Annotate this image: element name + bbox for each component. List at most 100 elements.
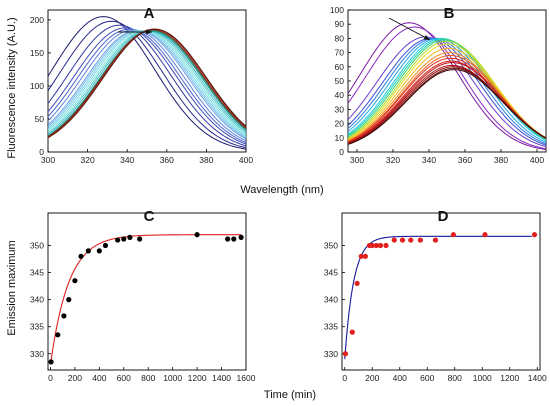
panel-b-y-tick-label: 10 bbox=[335, 133, 345, 143]
data-point bbox=[137, 236, 143, 242]
data-point bbox=[238, 234, 244, 240]
panel-b-y-tick-label: 80 bbox=[335, 33, 345, 43]
x-axis-label-wavelength: Wavelength (nm) bbox=[240, 184, 323, 196]
data-point bbox=[85, 248, 91, 254]
data-point bbox=[349, 329, 355, 335]
panel-a-y-tick-label: 200 bbox=[30, 15, 44, 25]
data-point bbox=[225, 236, 231, 242]
data-point bbox=[96, 248, 102, 254]
panel-c-x-tick-label: 1200 bbox=[188, 373, 207, 383]
panel-b-y-tick-label: 60 bbox=[335, 62, 345, 72]
panel-c-y-tick-label: 330 bbox=[30, 349, 44, 359]
data-point bbox=[482, 232, 488, 238]
panel-c-x-tick-label: 1000 bbox=[163, 373, 182, 383]
data-point bbox=[102, 242, 109, 249]
spectrum-line bbox=[348, 37, 546, 146]
panel-d-y-tick-label: 330 bbox=[324, 349, 338, 359]
spectrum-line bbox=[48, 20, 246, 149]
data-point bbox=[373, 242, 379, 249]
panel-b-x-tick-label: 320 bbox=[386, 155, 400, 165]
panel-b-y-tick-label: 90 bbox=[335, 19, 345, 29]
panel-c-x-tick-label: 400 bbox=[92, 373, 106, 383]
red-shift-arrow-b-head bbox=[423, 34, 430, 40]
panel-a-x-tick-label: 340 bbox=[120, 155, 134, 165]
panel-b-x-tick-label: 340 bbox=[422, 155, 436, 165]
data-point bbox=[399, 237, 406, 243]
data-point bbox=[408, 237, 414, 243]
data-point bbox=[354, 280, 360, 286]
spectrum-line bbox=[348, 26, 546, 150]
y-axis-label-emission-max: Emission maximum bbox=[6, 240, 18, 335]
data-point bbox=[450, 232, 456, 238]
panel-b-x-tick-label: 360 bbox=[458, 155, 472, 165]
panel-b-x-tick-label: 380 bbox=[494, 155, 508, 165]
panel-a-x-tick-label: 400 bbox=[239, 155, 253, 165]
panel-c-frame bbox=[47, 212, 247, 371]
spectrum-line bbox=[48, 24, 246, 147]
panel-c-x-tick-label: 0 bbox=[48, 373, 53, 383]
x-axis-label-time: Time (min) bbox=[264, 389, 316, 401]
panel-d-x-tick-label: 1400 bbox=[528, 373, 547, 383]
panel-letter-d: D bbox=[438, 208, 449, 225]
panel-d-x-tick-label: 800 bbox=[448, 373, 462, 383]
panel-c-x-tick-label: 800 bbox=[141, 373, 155, 383]
data-point bbox=[432, 237, 439, 243]
panel-d-frame bbox=[341, 212, 541, 371]
data-point bbox=[121, 236, 127, 242]
data-point bbox=[61, 313, 67, 319]
panel-b-y-tick-label: 70 bbox=[335, 48, 345, 58]
spectrum-line bbox=[348, 36, 546, 148]
panel-letter-b: B bbox=[444, 5, 455, 22]
data-point bbox=[531, 232, 538, 238]
spectrum-line bbox=[348, 69, 546, 145]
data-point bbox=[231, 236, 237, 242]
panel-d-data bbox=[342, 232, 538, 360]
data-point bbox=[369, 242, 375, 249]
data-point bbox=[55, 332, 61, 338]
panel-c-x-tick-label: 1400 bbox=[212, 373, 231, 383]
panel-a-data bbox=[48, 16, 246, 150]
red-shift-arrow-b bbox=[388, 17, 431, 41]
panel-c-y-tick-label: 350 bbox=[30, 240, 44, 250]
panel-d-x-tick-label: 1000 bbox=[473, 373, 492, 383]
spectrum-line bbox=[348, 22, 546, 151]
panel-d-x-tick-label: 600 bbox=[420, 373, 434, 383]
panel-d-y-tick-label: 340 bbox=[324, 295, 338, 305]
panel-a-x-tick-label: 320 bbox=[81, 155, 95, 165]
spectrum-line bbox=[48, 29, 246, 142]
data-point bbox=[66, 297, 72, 303]
data-point bbox=[377, 242, 384, 249]
panel-d: 0 200 400 600 800 1000 1200 1400 330 335 340 345 350… bbox=[324, 208, 547, 383]
spectrum-line bbox=[348, 60, 546, 144]
fit-curve bbox=[344, 235, 532, 360]
panel-d-x-tick-label: 200 bbox=[365, 373, 379, 383]
fit-curve bbox=[49, 234, 242, 365]
panel-d-x-tick-label: 400 bbox=[393, 373, 407, 383]
panel-a-x-tick-label: 380 bbox=[199, 155, 213, 165]
panel-b-y-tick-label: 50 bbox=[335, 76, 345, 86]
spectrum-line bbox=[48, 27, 246, 145]
spectrum-line bbox=[348, 37, 546, 145]
spectrum-line bbox=[48, 16, 246, 150]
panel-a-y-tick-label: 50 bbox=[35, 114, 45, 124]
data-point bbox=[362, 253, 368, 259]
panel-c-y-tick-label: 340 bbox=[30, 295, 44, 305]
data-point bbox=[342, 351, 349, 357]
panel-c: 0 200 400 600 800 1000 1200 1400 1600 330 335 340 34… bbox=[30, 208, 256, 383]
panel-b-x-tick-label: 400 bbox=[530, 155, 544, 165]
panel-c-y-tick-label: 335 bbox=[30, 322, 44, 332]
panel-b-y-tick-label: 20 bbox=[335, 119, 345, 129]
spectrum-line bbox=[348, 54, 546, 143]
panel-b-y-tick-label: 100 bbox=[330, 5, 344, 15]
panel-b-data bbox=[348, 22, 546, 151]
red-shift-arrow-a-head bbox=[146, 29, 152, 35]
panel-a: 300 320 340 360 380 400 0 50 100 150 200 A bbox=[30, 5, 254, 165]
panel-d-x-tick-label: 0 bbox=[342, 373, 347, 383]
spectrum-line bbox=[348, 47, 546, 141]
data-point bbox=[194, 232, 200, 238]
panel-a-x-tick-label: 360 bbox=[160, 155, 174, 165]
panel-d-y-tick-label: 345 bbox=[324, 268, 338, 278]
panel-d-y-tick-label: 335 bbox=[324, 322, 338, 332]
panel-c-x-tick-label: 1600 bbox=[237, 373, 256, 383]
